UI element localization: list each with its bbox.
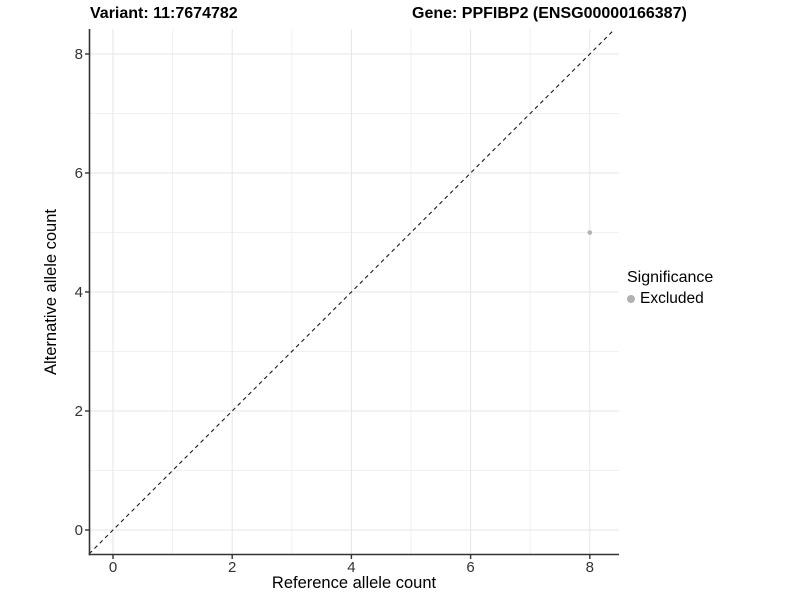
gene-title: Gene: PPFIBP2 (ENSG00000166387) bbox=[412, 5, 687, 22]
y-tick-label: 4 bbox=[74, 283, 83, 301]
y-tick-label: 6 bbox=[74, 164, 83, 182]
x-tick-label: 8 bbox=[585, 559, 594, 576]
legend-title: Significance bbox=[627, 269, 714, 286]
legend-entry-excluded: Excluded bbox=[627, 290, 713, 308]
x-tick-label: 0 bbox=[108, 559, 118, 576]
x-tick-label: 6 bbox=[466, 559, 475, 576]
legend-point-icon bbox=[627, 295, 635, 303]
y-tick-label: 8 bbox=[74, 45, 83, 63]
y-axis-title: Alternative allele count bbox=[42, 209, 60, 376]
x-axis-title: Reference allele count bbox=[271, 574, 437, 592]
identity-line bbox=[88, 29, 615, 555]
data-point bbox=[587, 230, 593, 235]
x-tick-label: 2 bbox=[228, 559, 237, 576]
y-tick-label: 2 bbox=[74, 402, 83, 420]
legend: Significance Excluded bbox=[627, 268, 713, 308]
variant-title: Variant: 11:7674782 bbox=[90, 5, 238, 22]
legend-entry-label: Excluded bbox=[640, 290, 704, 307]
x-tick-label: 4 bbox=[347, 559, 356, 576]
y-tick-label: 0 bbox=[74, 521, 83, 539]
